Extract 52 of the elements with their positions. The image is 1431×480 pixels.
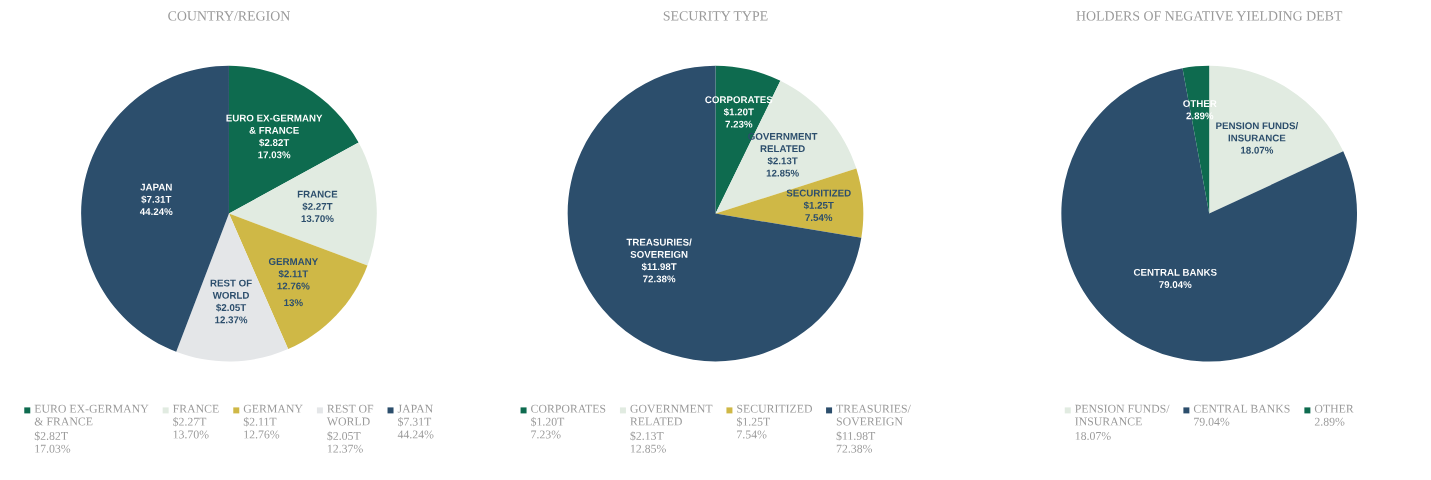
- data-label: $2.11T 12.76%: [277, 269, 310, 290]
- text: $2.13T 12.85%: [630, 431, 666, 453]
- legend-label: FRANCE: [172, 404, 219, 413]
- data-label: $1.25T 7.54%: [803, 201, 834, 221]
- legend-label: CENTRAL BANKS: [1193, 404, 1290, 413]
- data-label: $2.05T 12.37%: [215, 303, 248, 324]
- data-label: $1.20T 7.23%: [723, 108, 754, 128]
- text: $7.31T 44.24%: [397, 417, 434, 439]
- slice-label: JAPAN: [140, 183, 172, 191]
- slice-label: CENTRAL BANKS: [1133, 268, 1217, 276]
- legend-label: CORPORATES: [531, 404, 606, 413]
- slice-label: EURO EX-GERMANY & FRANCE: [226, 114, 323, 134]
- chart-title: SECURITY TYPE: [663, 11, 768, 21]
- text: $11.98T 72.38%: [836, 431, 876, 453]
- pie-slice: [567, 65, 862, 362]
- slice-label: FRANCE: [297, 190, 338, 198]
- slice-label: PENSION FUNDS/ INSURANCE: [1216, 122, 1299, 142]
- text: $1.20T 7.23%: [531, 417, 565, 439]
- text: 2.89%: [1314, 417, 1345, 426]
- pie-slice: [228, 65, 359, 214]
- legend-label: REST OF WORLD: [326, 404, 374, 426]
- data-label: $2.82T 17.03%: [258, 138, 291, 159]
- text: $2.11T 12.76%: [243, 417, 280, 439]
- legend-label: PENSION FUNDS/ INSURANCE: [1075, 404, 1170, 426]
- chart-title: COUNTRY/REGION: [168, 11, 290, 21]
- slice-label: GERMANY: [268, 258, 319, 265]
- data-label: $2.13T 12.85%: [766, 157, 799, 177]
- data-label: $2.27T 13.70%: [301, 202, 334, 223]
- text: $2.27T 13.70%: [173, 417, 209, 439]
- data-label: $11.98T 72.38%: [641, 262, 677, 283]
- text: $2.05T 12.37%: [327, 431, 363, 453]
- slice-label: SECURITIZED: [786, 189, 851, 197]
- legend-label: GERMANY: [243, 404, 303, 413]
- data-label: $7.31T 44.24%: [139, 195, 173, 216]
- text: $2.82T 17.03%: [34, 431, 71, 453]
- legend-label: GOVERNMENT RELATED: [630, 404, 713, 426]
- legend-label: EURO EX-GERMANY & FRANCE: [34, 404, 149, 426]
- legend-label: JAPAN: [397, 404, 433, 413]
- data-label: 18.07%: [1241, 146, 1274, 154]
- text: 79.04%: [1194, 417, 1230, 426]
- data-label: 79.04%: [1159, 281, 1192, 288]
- text: 13%: [284, 299, 303, 307]
- chart-title: HOLDERS OF NEGATIVE YIELDING DEBT: [1076, 11, 1343, 21]
- legend-label: SECURITIZED: [737, 404, 813, 413]
- text: 18.07%: [1075, 431, 1111, 441]
- pie-slice: [715, 168, 864, 238]
- legend-label: TREASURIES/ SOVEREIGN: [836, 404, 911, 426]
- text: $1.25T 7.54%: [736, 417, 771, 439]
- pie-slice: [1061, 68, 1358, 362]
- legend-label: OTHER: [1314, 404, 1354, 413]
- slice-label: REST OF WORLD: [210, 279, 252, 299]
- slice-label: TREASURIES/ SOVEREIGN: [626, 238, 692, 258]
